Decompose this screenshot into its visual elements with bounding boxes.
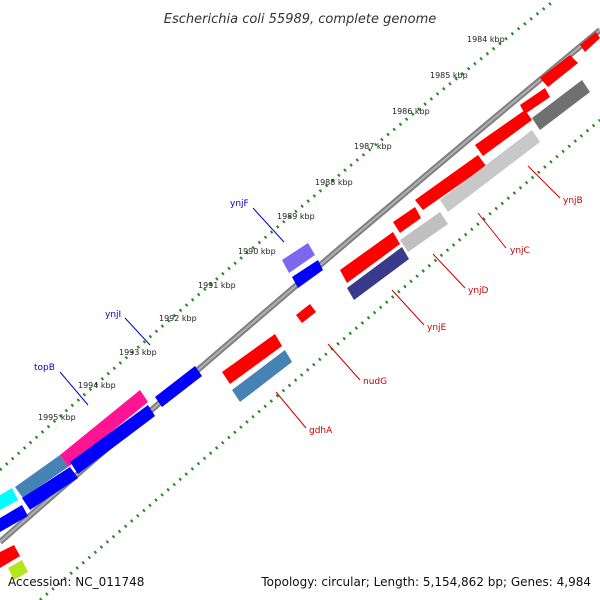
tick-label: 1993 kbp <box>119 348 157 357</box>
tick-label: 1995 kbp <box>38 413 76 422</box>
gene-blue <box>292 260 323 288</box>
gene-palegrey <box>400 212 448 252</box>
gene-label-ynjE: ynjE <box>427 323 447 333</box>
gene-lightgreen <box>8 560 28 580</box>
gene-red <box>520 88 550 114</box>
gene-label-ynjD: ynjD <box>468 286 489 296</box>
gene-label-ynjF: ynjF <box>230 199 249 209</box>
gene-red <box>580 32 600 52</box>
gene-red <box>475 110 532 156</box>
leader-ynjF <box>252 207 285 243</box>
gene-label-ynjB: ynjB <box>563 196 583 206</box>
outer-strand-genes <box>0 32 600 568</box>
tick-label: 1994 kbp <box>78 381 116 390</box>
gene-red <box>296 304 316 323</box>
gene-darkgrey <box>532 80 590 130</box>
gene-steelblue <box>232 350 292 402</box>
tick-label: 1984 kbp <box>467 35 505 44</box>
gene-red <box>0 545 20 568</box>
gene-red <box>415 155 486 210</box>
leader-ynjB <box>527 165 561 199</box>
tick-label: 1989 kbp <box>277 212 315 221</box>
gene-cyan <box>0 488 18 510</box>
leader-ynjI <box>124 317 151 346</box>
tick-label: 1991 kbp <box>198 281 236 290</box>
leader-lines <box>59 165 561 429</box>
leader-ynjD <box>432 253 466 289</box>
gene-red <box>540 55 578 87</box>
leader-ynjE <box>391 289 425 326</box>
gene-labels: ynjF ynjI topB ynjB ynjC ynjD ynjE nudG … <box>34 196 583 436</box>
gene-blue <box>0 505 28 532</box>
gene-red <box>222 334 282 384</box>
map-title: Escherichia coli 55989, complete genome <box>164 12 436 27</box>
gene-label-topB: topB <box>34 363 55 373</box>
leader-topB <box>59 371 89 406</box>
gene-palegrey <box>440 130 540 212</box>
gene-steelblue <box>15 455 68 498</box>
gene-red <box>340 232 400 283</box>
gene-blue <box>22 467 78 510</box>
leader-nudG <box>327 343 361 381</box>
outer-tick-track <box>0 0 556 472</box>
tick-label: 1990 kbp <box>238 247 276 256</box>
gene-blue <box>155 366 202 407</box>
gene-label-nudG: nudG <box>363 377 387 387</box>
gene-darkblue <box>347 247 409 300</box>
gene-red <box>393 207 421 233</box>
tick-label: 1987 kbp <box>354 142 392 151</box>
tick-labels: 1984 kbp 1985 kbp 1986 kbp 1987 kbp 1988… <box>38 35 505 422</box>
gene-blue <box>70 405 155 474</box>
inner-strand-genes <box>0 80 590 580</box>
tick-label: 1992 kbp <box>159 314 197 323</box>
accession-text: Accession: NC_011748 <box>8 575 144 589</box>
tick-label: 1988 kbp <box>315 178 353 187</box>
inner-tick-track <box>39 118 600 600</box>
leader-gdhA <box>275 391 307 429</box>
gene-lavender <box>282 243 315 273</box>
tick-label: 1986 kbp <box>392 107 430 116</box>
tick-label: 1985 kbp <box>430 71 468 80</box>
gene-label-ynjI: ynjI <box>105 310 121 320</box>
gene-label-gdhA: gdhA <box>309 426 333 436</box>
gene-pink <box>60 390 148 467</box>
gene-label-ynjC: ynjC <box>510 246 530 256</box>
leader-ynjC <box>477 212 507 249</box>
genome-summary-text: Topology: circular; Length: 5,154,862 bp… <box>260 575 591 589</box>
